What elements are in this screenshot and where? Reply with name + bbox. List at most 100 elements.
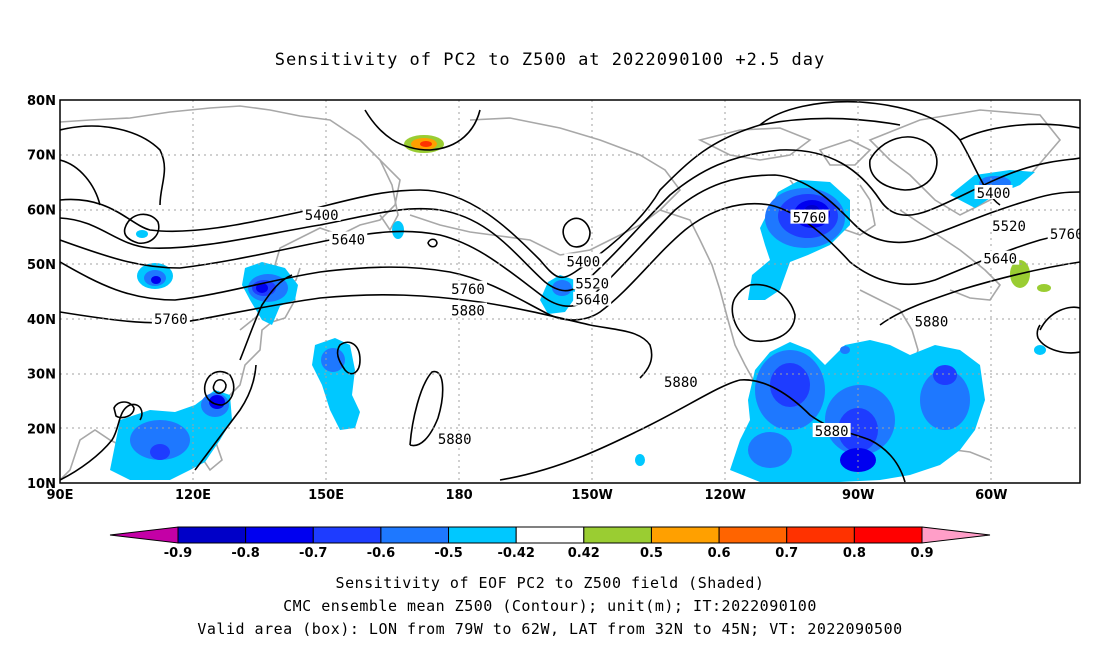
contour-label-5760: 5760 xyxy=(793,211,827,227)
contour-5880-asia xyxy=(203,370,235,406)
longitude-labels: 90E 120E 150E 180 150W 120W 90W 60W xyxy=(47,488,1008,503)
contour-5400-east xyxy=(869,136,938,191)
contour-5880-atlantic xyxy=(879,261,1080,326)
coastline-aleutians xyxy=(409,214,561,256)
colorbar-swatch xyxy=(515,526,585,544)
contour-5880-asia-south xyxy=(60,403,143,481)
colorbar-triangle-low xyxy=(109,526,179,544)
contour-5880-hawaii xyxy=(409,370,444,447)
colorbar-swatch xyxy=(177,526,247,544)
colorbar-swatch xyxy=(853,526,923,544)
map-grid xyxy=(60,100,1080,483)
lat-label-40n: 40N xyxy=(27,313,56,328)
lat-label-50n: 50N xyxy=(27,258,56,273)
colorbar-tick-label: 0.42 xyxy=(568,546,600,561)
map-frame xyxy=(59,99,1081,484)
contour-label-5880: 5880 xyxy=(438,432,472,448)
contour-5760-east xyxy=(1039,306,1080,331)
sensitivity-shading xyxy=(110,135,1051,482)
contour-label-5760: 5760 xyxy=(154,312,188,328)
lon-label-90w: 90W xyxy=(842,488,874,503)
colorbar-tick-label: 0.8 xyxy=(843,546,866,561)
lon-label-150e: 150E xyxy=(308,488,344,503)
colorbar-tick-label: 0.6 xyxy=(708,546,731,561)
contour-label-bg xyxy=(812,423,851,438)
colorbar-tick-label: -0.8 xyxy=(231,546,259,561)
lat-label-10n: 10N xyxy=(27,477,56,492)
lat-label-30n: 30N xyxy=(27,368,56,383)
lat-label-70n: 70N xyxy=(27,149,56,164)
lon-label-150w: 150W xyxy=(571,488,612,503)
colorbar-tick-label: -0.5 xyxy=(434,546,462,561)
colorbar-tick-label: -0.9 xyxy=(164,546,192,561)
caption-shading: Sensitivity of EOF PC2 to Z500 field (Sh… xyxy=(335,574,765,592)
contour-label-5880: 5880 xyxy=(915,315,949,331)
colorbar-swatch xyxy=(650,526,720,544)
contour-label-bg xyxy=(661,373,700,388)
contour-canada-east xyxy=(959,123,1080,141)
contour-label-5880: 5880 xyxy=(451,304,485,320)
coastline-kamchatka xyxy=(379,159,399,232)
z500-contours xyxy=(60,100,1080,483)
contour-5400-asia-low xyxy=(123,213,160,245)
contour-label-5640: 5640 xyxy=(575,293,609,309)
contour-5640 xyxy=(60,174,1080,308)
contour-5880-asia-arc xyxy=(239,274,293,361)
colorbar-swatch xyxy=(718,526,788,544)
map-title: Sensitivity of PC2 to Z500 at 2022090100… xyxy=(274,50,826,70)
contour-label-5400: 5400 xyxy=(305,208,339,224)
contour-label-bg xyxy=(990,217,1029,232)
coastline-labrador xyxy=(899,209,1002,301)
contour-top-east xyxy=(759,100,1001,206)
contour-label-5760: 5760 xyxy=(1050,227,1084,243)
colorbar-tick-label: 0.9 xyxy=(910,546,933,561)
contour-label-5400: 5400 xyxy=(977,186,1011,202)
colorbar-swatch xyxy=(380,526,450,544)
contour-label-bg xyxy=(790,209,829,224)
contour-5880-central-pacific xyxy=(336,341,361,375)
contour-label-bg xyxy=(449,280,487,295)
colorbar-swatch xyxy=(312,526,382,544)
contour-label-bg xyxy=(981,250,1020,265)
contour-top-west-b xyxy=(60,159,101,206)
lon-label-90e: 90E xyxy=(47,488,74,503)
contour-label-bg xyxy=(302,206,341,221)
colorbar-swatch xyxy=(786,526,855,544)
colorbar-swatch xyxy=(583,526,652,544)
contour-label-bg xyxy=(329,231,368,246)
colorbar-tick-label: -0.6 xyxy=(367,546,395,561)
contour-label-5400: 5400 xyxy=(566,254,600,270)
lon-label-180: 180 xyxy=(446,488,473,503)
contour-5400-west xyxy=(60,117,901,279)
contour-label-5640: 5640 xyxy=(983,252,1017,268)
colorbar-tick-label: -0.7 xyxy=(299,546,327,561)
colorbar-tick-label: 0.7 xyxy=(775,546,798,561)
contour-top-central xyxy=(364,109,481,151)
contour-label-bg xyxy=(435,431,474,446)
contour-5760 xyxy=(60,202,1080,321)
contour-small-asia-b xyxy=(113,401,135,419)
contour-label-5880: 5880 xyxy=(664,375,698,391)
caption-contour: CMC ensemble mean Z500 (Contour); unit(m… xyxy=(283,597,817,615)
contour-5760-east-b xyxy=(1036,324,1080,354)
contour-labels: 5400564057605760588054005520564058805880… xyxy=(151,185,1084,448)
contour-label-bg xyxy=(974,185,1013,200)
contour-5880-south xyxy=(499,379,906,483)
contour-5400-central-low xyxy=(562,217,591,248)
contour-label-bg xyxy=(449,302,487,317)
lat-label-20n: 20N xyxy=(27,422,56,437)
contour-label-5640: 5640 xyxy=(331,233,365,249)
contour-label-bg xyxy=(151,310,190,325)
lat-label-80n: 80N xyxy=(27,94,56,109)
lon-label-120w: 120W xyxy=(704,488,745,503)
contour-5520 xyxy=(60,149,1080,292)
contour-label-bg xyxy=(573,275,612,290)
contour-label-bg xyxy=(573,291,612,306)
colorbar-tick-label: 0.5 xyxy=(640,546,663,561)
contour-5880-asia-inner xyxy=(212,378,227,394)
colorbar-tick-label: -0.42 xyxy=(497,546,534,561)
contour-label-5880: 5880 xyxy=(815,424,849,440)
contour-label-bg xyxy=(1047,226,1080,241)
colorbar-swatch xyxy=(245,526,314,544)
